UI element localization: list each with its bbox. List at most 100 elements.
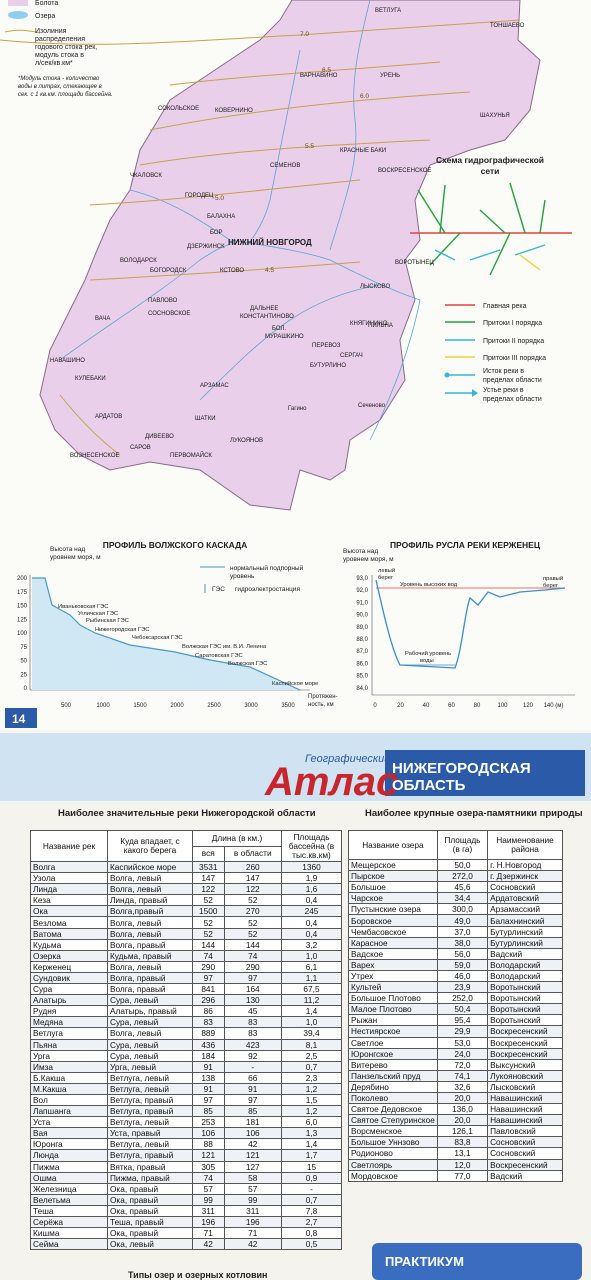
cell: Большое (348, 881, 438, 894)
cell: 83,8 (436, 1136, 489, 1149)
cell: 122 (223, 883, 283, 896)
place-name: КНЯГИНИНО (350, 321, 388, 327)
lake-row: Малое Плотово 50,4 Воротынский (348, 1003, 563, 1016)
cell: Вая (30, 1127, 108, 1140)
header-cell: Площадь (в га) (436, 830, 489, 860)
cell: 57 (223, 1182, 283, 1195)
cell: Бутурлинский (487, 925, 563, 938)
river-row: Алатырь Сура, левый 296 130 11,2 (30, 994, 342, 1007)
cell: 1,2 (281, 1082, 342, 1095)
scheme-legend: пределах области (483, 395, 542, 403)
cell: 1,2 (281, 1105, 342, 1118)
cell: Карасное (348, 936, 438, 949)
cell: Волга, левый (106, 1027, 193, 1040)
lake-row: Чарское 34,4 Ардатовский (348, 892, 563, 905)
cell: 252,0 (436, 992, 489, 1005)
cell: Озерка (30, 949, 108, 962)
page-number-box (5, 708, 37, 728)
cell: 52 (191, 894, 225, 907)
cell: 136,0 (436, 1103, 489, 1116)
scheme-legend-keys (444, 304, 478, 397)
cell: 97 (191, 971, 225, 985)
river-row: Ветлуга Волга, левый 889 83 39,4 (30, 1027, 342, 1040)
header-cell: вся (191, 845, 225, 862)
cell: Ветлуга, левый (106, 1071, 193, 1084)
cell: 72,0 (436, 1058, 489, 1071)
station-label: Нижегородская ГЭС (95, 627, 149, 633)
cell: Ветлуга, левый (106, 1116, 193, 1129)
cell: Волга, левый (106, 883, 193, 896)
river-row: Сура Волга, правый 841 164 67,5 (30, 983, 342, 996)
place-name: ДЗЕРЖИНСК (187, 244, 225, 250)
scheme-title: Схема гидрографической (436, 155, 544, 165)
cell: Уста, правый (106, 1127, 193, 1140)
place-name: СОСНОВСКОЕ (148, 311, 190, 317)
river-row: Железница Ока, правый 57 57- (30, 1182, 342, 1195)
river-row: Рудня Алатырь, правый 86 45 1,4 (30, 1005, 342, 1018)
cell: 144 (191, 938, 225, 951)
cell: 1,9 (281, 872, 342, 885)
map-legend: годового стока рек, (35, 44, 97, 51)
cell: 164 (223, 983, 283, 996)
cell: 20,0 (436, 1091, 489, 1105)
lake-row: Светлоярь 12,0 Воскресенский (348, 1158, 563, 1171)
cell: Варех (348, 958, 438, 971)
cell: Воскресенский (487, 1036, 563, 1049)
map-legend: Болота (35, 0, 58, 7)
cell: Велетьма (30, 1193, 108, 1206)
place-name: ПАВЛОВО (148, 298, 178, 304)
cell: 97 (223, 1093, 283, 1107)
river-row: Линда Волга, левый 122 122 1,6 (30, 883, 342, 896)
axis-label: уровнем моря, м (50, 554, 101, 561)
scheme-legend: Главная река (483, 303, 527, 310)
profile-legend: гидроэлектростанция (235, 586, 300, 593)
cell: Юронга (30, 1138, 108, 1151)
lake-row: Дерябино 32,6 Лысковский (348, 1080, 563, 1093)
place-name: ПЕРВОМАЙСК (170, 451, 212, 459)
cell: 841 (191, 983, 225, 996)
profile-title: ПРОФИЛЬ РУСЛА РЕКИ КЕРЖЕНЕЦ (390, 540, 541, 550)
place-name: СОКОЛЬСКОЕ (158, 106, 199, 112)
cell: 71 (223, 1227, 283, 1240)
cell: 121 (191, 1149, 225, 1162)
isoline-label: 6.0 (360, 93, 369, 100)
lake-row: Варех 59,0 Володарский (348, 958, 563, 971)
y-tick-label: 125 (17, 617, 28, 623)
y-tick-label: 50 (20, 659, 27, 665)
station-label: Чебоксарская ГЭС (132, 635, 183, 641)
header-big: Атлас (264, 760, 398, 804)
river-row: Лапшанга Ветлуга, правый 85 85 1,2 (30, 1105, 342, 1118)
cell: Кишма (30, 1227, 108, 1240)
axis-label: Высота над (343, 548, 378, 555)
cell: 88 (191, 1138, 225, 1151)
scheme-legend: пределах области (483, 376, 542, 384)
place-name: КОНСТАНТИНОВО (240, 314, 294, 320)
cell: 71 (191, 1227, 225, 1240)
cell: Лысковский (487, 1080, 563, 1093)
cell: Ветлуга, левый (106, 1138, 193, 1151)
x-tick-label: 2500 (207, 703, 221, 709)
cell: 8,1 (281, 1038, 342, 1051)
cell: 2,5 (281, 1049, 342, 1062)
cell: 0,8 (281, 1227, 342, 1240)
cell: Вол (30, 1093, 108, 1107)
lake-row: Карасное 38,0 Бутурлинский (348, 936, 563, 949)
place-name: АРЗАМАС (200, 383, 229, 389)
cell: 1360 (281, 860, 342, 874)
river-row: Б.Какша Ветлуга, левый 138 66 2,3 (30, 1071, 342, 1084)
cell: 57 (191, 1182, 225, 1195)
cell: 1,5 (281, 1093, 342, 1107)
cell: 270 (223, 905, 283, 918)
y-tick-label: 200 (17, 576, 28, 582)
cell: Арзамасский (487, 903, 563, 916)
cell: Сосновский (487, 1136, 563, 1149)
x-tick-label: 20 (397, 703, 404, 709)
cell: Дерябино (348, 1080, 438, 1093)
river-row: Везлома Волга, левый 52 52 0,4 (30, 916, 342, 929)
x-tick-label: 2000 (170, 703, 184, 709)
y-tick-label: 84,0 (356, 686, 368, 692)
cell: 24,0 (436, 1047, 489, 1060)
y-tick-label: 91,0 (356, 600, 368, 606)
y-tick-label: 0 (24, 686, 28, 692)
isoline-label: 4.5 (265, 267, 274, 274)
